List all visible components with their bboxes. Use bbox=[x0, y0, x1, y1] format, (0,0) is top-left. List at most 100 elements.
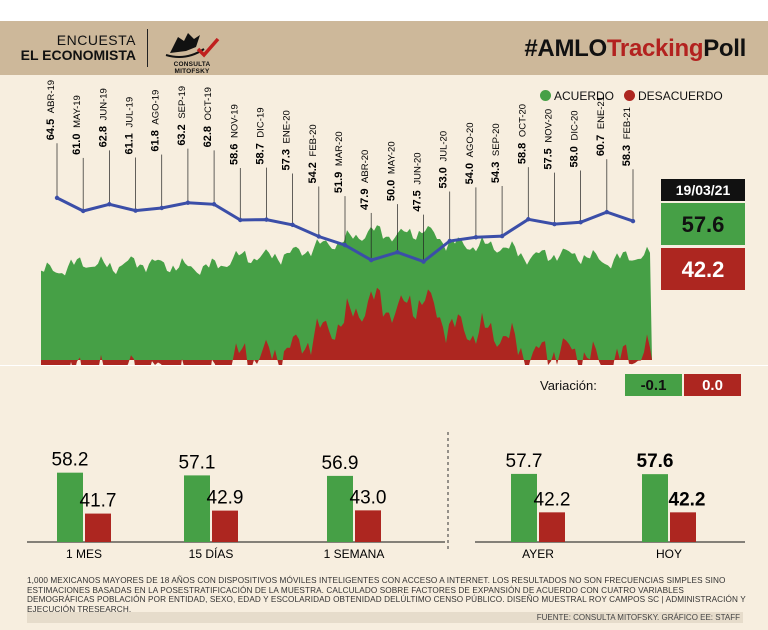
disagree-bar bbox=[212, 510, 238, 542]
trend-point bbox=[107, 202, 112, 207]
comparison-bar-chart: 58.2 41.7 1 MES 57.1 42.9 15 DÍAS 56.9 43.0 1 SE… bbox=[27, 432, 745, 561]
month-category-label: AGO-19 bbox=[151, 90, 162, 125]
month-category-label: SEP-20 bbox=[491, 123, 502, 156]
brand-separator bbox=[147, 29, 148, 67]
trend-point bbox=[238, 217, 243, 223]
trend-point bbox=[552, 221, 557, 227]
trend-point bbox=[290, 222, 295, 228]
month-category-label: ENE-21 bbox=[596, 96, 607, 129]
variation-agree: -0.1 bbox=[625, 374, 682, 396]
month-category-label: ABR-20 bbox=[360, 150, 371, 183]
trend-point bbox=[526, 217, 531, 222]
month-value-label: 61.8 bbox=[150, 130, 162, 151]
month-category-label: FEB-21 bbox=[622, 107, 633, 139]
current-agree-value: 57.6 bbox=[661, 203, 745, 245]
month-category-label: NOV-20 bbox=[543, 109, 554, 143]
disagree-bar-label: 42.9 bbox=[207, 488, 244, 509]
brand-el-economista: ENCUESTA EL ECONOMISTA bbox=[20, 33, 136, 63]
chart-legend: ACUERDO DESACUERDO bbox=[540, 89, 723, 103]
month-value-label: 58.8 bbox=[516, 143, 528, 164]
month-category-label: AGO-20 bbox=[465, 122, 476, 157]
tracking-chart: 64.5 ABR-19 61.0 MAY-19 62.8 JUN-19 61.1 JUL-19… bbox=[41, 80, 652, 366]
trend-point bbox=[54, 195, 60, 201]
disagree-bar-label: 42.2 bbox=[534, 489, 571, 510]
month-category-label: JUL-19 bbox=[125, 97, 136, 128]
month-value-label: 61.1 bbox=[124, 133, 136, 154]
disagree-bar bbox=[670, 512, 696, 542]
legend-disagree-label: DESACUERDO bbox=[638, 89, 723, 103]
brand-line1: ENCUESTA bbox=[56, 32, 136, 48]
month-value-label: 50.0 bbox=[385, 180, 397, 201]
header-banner: ENCUESTA EL ECONOMISTA CONSULTA MITOFSKY… bbox=[0, 21, 768, 75]
month-value-label: 47.9 bbox=[359, 189, 371, 210]
disagree-bar-label: 43.0 bbox=[350, 487, 387, 508]
month-category-label: MAR-20 bbox=[334, 131, 345, 166]
month-category-label: OCT-19 bbox=[203, 87, 214, 120]
month-value-label: 54.2 bbox=[307, 162, 319, 183]
trend-point bbox=[342, 242, 348, 248]
source-bar bbox=[27, 612, 743, 623]
month-category-label: SEP-19 bbox=[177, 86, 188, 119]
trend-point bbox=[395, 250, 400, 255]
month-value-label: 62.8 bbox=[97, 126, 109, 147]
trend-point bbox=[185, 200, 191, 205]
agree-bar-label: 57.7 bbox=[506, 451, 543, 472]
agree-bar-label: 57.1 bbox=[179, 452, 216, 473]
bar-category-label: HOY bbox=[656, 547, 682, 561]
trend-point bbox=[368, 257, 374, 263]
legend-disagree: DESACUERDO bbox=[624, 89, 723, 103]
trend-point bbox=[578, 220, 583, 225]
month-category-label: DIC-20 bbox=[570, 110, 581, 140]
hashtag-prefix: #AMLO bbox=[524, 35, 607, 62]
legend-agree: ACUERDO bbox=[540, 89, 614, 103]
agree-bar-label: 57.6 bbox=[637, 451, 674, 472]
hashtag-suffix: Poll bbox=[703, 35, 746, 62]
disagree-bar bbox=[539, 512, 565, 542]
trend-point bbox=[447, 238, 452, 244]
bar-category-label: 1 MES bbox=[66, 547, 102, 561]
month-category-label: OCT-20 bbox=[517, 104, 528, 137]
agree-bar-label: 58.2 bbox=[52, 450, 89, 471]
disagree-area bbox=[41, 287, 652, 366]
month-value-label: 60.7 bbox=[595, 135, 607, 156]
trend-point bbox=[421, 259, 426, 264]
trend-point bbox=[499, 233, 505, 239]
month-value-label: 53.0 bbox=[438, 167, 450, 188]
agree-bar bbox=[511, 473, 537, 542]
month-value-label: 57.5 bbox=[542, 148, 554, 169]
trend-point bbox=[211, 202, 217, 207]
month-value-label: 57.3 bbox=[281, 149, 293, 170]
methodology-footnote: 1,000 MEXICANOS MAYORES DE 18 AÑOS CON D… bbox=[27, 576, 746, 614]
brand-line2: EL ECONOMISTA bbox=[20, 47, 136, 63]
disagree-bar-label: 42.2 bbox=[669, 489, 706, 510]
hashtag-title: #AMLOTrackingPoll bbox=[524, 35, 746, 63]
disagree-bar bbox=[355, 510, 381, 542]
bar-category-label: 15 DÍAS bbox=[189, 546, 234, 561]
bar-category-label: 1 SEMANA bbox=[324, 547, 385, 561]
month-value-label: 64.5 bbox=[45, 119, 57, 140]
agree-bar bbox=[57, 472, 83, 542]
month-category-label: JUN-19 bbox=[98, 88, 109, 120]
top-white-strip bbox=[0, 0, 768, 21]
trend-point bbox=[604, 209, 610, 215]
month-value-label: 61.0 bbox=[71, 133, 83, 154]
month-value-label: 51.9 bbox=[333, 172, 345, 193]
variation-disagree: 0.0 bbox=[684, 374, 741, 396]
month-category-label: DIC-19 bbox=[255, 107, 266, 137]
current-date: 19/03/21 bbox=[661, 179, 745, 201]
agree-bar bbox=[642, 474, 668, 542]
month-value-label: 62.8 bbox=[202, 126, 214, 147]
trend-point bbox=[316, 234, 322, 239]
variation-label: Variación: bbox=[540, 378, 597, 393]
disagree-bar-label: 41.7 bbox=[80, 491, 117, 512]
agree-bar bbox=[327, 475, 353, 542]
mitofsky-logo-icon bbox=[165, 33, 220, 58]
month-value-label: 58.3 bbox=[621, 145, 633, 166]
month-category-label: MAY-19 bbox=[72, 95, 83, 128]
trend-point bbox=[473, 235, 479, 240]
legend-agree-label: ACUERDO bbox=[554, 89, 615, 103]
month-value-label: 58.7 bbox=[254, 143, 266, 164]
agree-area bbox=[41, 225, 652, 360]
current-disagree-value: 42.2 bbox=[661, 248, 745, 290]
month-category-label: JUN-20 bbox=[413, 152, 424, 184]
